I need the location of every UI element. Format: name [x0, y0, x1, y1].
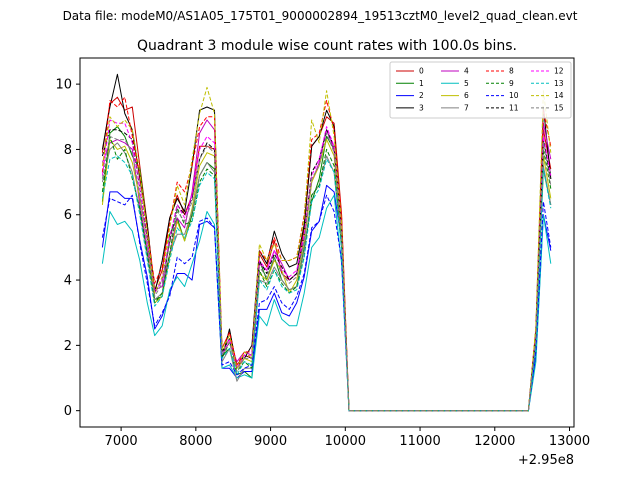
y-tick-label: 0 — [64, 404, 72, 419]
series-line-5 — [101, 194, 552, 412]
legend-label-13: 13 — [554, 79, 564, 88]
series-line-9 — [101, 135, 552, 412]
legend-label-9: 9 — [509, 79, 514, 88]
y-tick-label: 2 — [64, 339, 72, 354]
series-line-13 — [101, 155, 552, 412]
x-tick-label: 10000 — [325, 434, 366, 449]
series-line-15 — [101, 132, 552, 412]
figure-suptitle: Data file: modeM0/AS1A05_175T01_90000028… — [63, 9, 578, 23]
series-line-12 — [101, 119, 552, 412]
legend-label-11: 11 — [509, 103, 519, 112]
series-line-1 — [101, 126, 552, 412]
x-tick-label: 12000 — [474, 434, 515, 449]
chart-title: Quadrant 3 module wise count rates with … — [137, 38, 517, 54]
series-line-14 — [101, 86, 552, 412]
series-line-11 — [101, 129, 552, 412]
legend-label-10: 10 — [509, 91, 519, 100]
x-axis: 7000 8000 9000 10000 11000 12000 13000 — [105, 427, 590, 449]
legend-label-4: 4 — [464, 67, 469, 76]
x-tick-label: 13000 — [549, 434, 590, 449]
x-tick-label: 8000 — [179, 434, 212, 449]
legend-label-1: 1 — [419, 79, 424, 88]
legend-label-5: 5 — [464, 79, 469, 88]
legend-label-14: 14 — [554, 91, 564, 100]
y-tick-label: 8 — [64, 143, 72, 158]
series-line-10 — [101, 194, 552, 412]
legend-label-12: 12 — [554, 67, 564, 76]
y-tick-label: 4 — [64, 274, 72, 289]
y-axis: 0 2 4 6 8 10 — [55, 78, 80, 419]
legend-label-2: 2 — [419, 91, 424, 100]
legend-label-15: 15 — [554, 103, 564, 112]
legend-label-0: 0 — [419, 67, 424, 76]
x-axis-offset-text: +2.95e8 — [518, 453, 574, 468]
y-tick-label: 10 — [55, 78, 72, 93]
legend-label-8: 8 — [509, 67, 514, 76]
legend-label-3: 3 — [419, 103, 424, 112]
series-line-7 — [101, 142, 552, 412]
y-tick-label: 6 — [64, 208, 72, 223]
x-tick-label: 11000 — [399, 434, 440, 449]
series-line-4 — [101, 119, 552, 412]
legend-label-6: 6 — [464, 91, 469, 100]
series-line-6 — [101, 139, 552, 412]
plot-lines — [101, 73, 552, 412]
legend-box — [389, 61, 572, 119]
x-tick-label: 7000 — [105, 434, 138, 449]
x-tick-label: 9000 — [254, 434, 287, 449]
plot-frame — [79, 57, 575, 428]
legend-label-7: 7 — [464, 103, 469, 112]
